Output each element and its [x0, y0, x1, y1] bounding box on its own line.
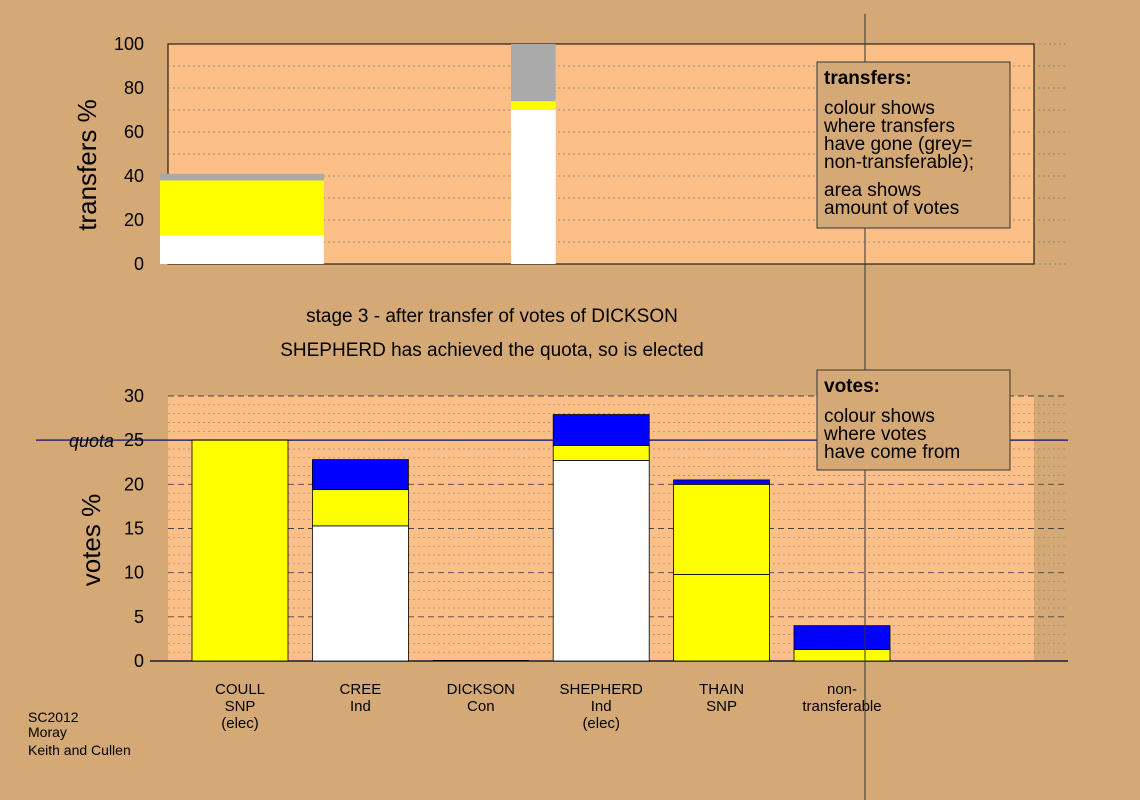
transfers-legend-line3: have gone (grey=: [824, 134, 972, 155]
transfer-bar-0-segment-0: [160, 235, 324, 264]
votes-y-ticks: 0 5 10 15 20 25 30: [124, 386, 144, 671]
votes-bar-3-segment-0: [552, 460, 650, 662]
votes-bar-4-segment-1: [673, 483, 770, 575]
votes-y-tick-label: 20: [124, 474, 144, 494]
transfers-y-tick-label: 20: [124, 210, 144, 230]
quota-label: quota: [69, 431, 114, 451]
category-label: Ind: [591, 698, 612, 715]
transfers-y-tick-label: 40: [124, 166, 144, 186]
transfer-bar-0-segment-1: [160, 180, 324, 236]
votes-y-tick-label: 30: [124, 386, 144, 406]
votes-bar-3-segment-2: [552, 414, 650, 446]
votes-bar-1-segment-1: [311, 489, 409, 527]
category-label: transferable: [802, 698, 881, 715]
source-line2: Moray: [28, 724, 67, 740]
source-line1: SC2012: [28, 709, 79, 725]
votes-bar-1-segment-2: [311, 459, 409, 491]
votes-legend-line2: where votes: [823, 424, 926, 445]
votes-bar-4-segment-2: [673, 479, 770, 485]
votes-bar-2-empty: [432, 660, 529, 661]
votes-legend-line1: colour shows: [824, 406, 935, 427]
stage-caption-line1: stage 3 - after transfer of votes of DIC…: [306, 306, 678, 327]
votes-category-labels: COULLSNP(elec)CREEIndDICKSONConSHEPHERDI…: [215, 681, 882, 732]
votes-y-tick-label: 0: [134, 651, 144, 671]
transfers-y-axis-title: transfers %: [72, 99, 102, 231]
transfers-legend-line1: colour shows: [824, 98, 935, 119]
transfers-legend-line4: non-transferable);: [824, 152, 974, 173]
category-label: SHEPHERD: [560, 681, 644, 698]
category-label: non-: [827, 681, 857, 698]
votes-y-tick-label: 5: [134, 607, 144, 627]
votes-bar-0-segment-0: [191, 439, 289, 662]
stage-caption-line2: SHEPHERD has achieved the quota, so is e…: [280, 340, 704, 361]
votes-bar-5-segment-1: [793, 625, 891, 650]
transfers-y-tick-label: 80: [124, 78, 144, 98]
votes-bar-3-segment-1: [552, 445, 650, 461]
transfer-bar-1-segment-0: [511, 110, 556, 264]
transfers-y-tick-label: 100: [114, 34, 144, 54]
transfers-y-tick-label: 0: [134, 254, 144, 274]
transfers-legend-box: transfers: colour shows where transfers …: [816, 61, 1011, 229]
category-label: THAIN: [699, 681, 744, 698]
votes-bar-4-segment-0: [673, 574, 770, 662]
votes-bar-1-segment-0: [311, 525, 409, 662]
source-line3: Keith and Cullen: [28, 742, 131, 758]
transfer-bar-0-segment-2: [160, 173, 324, 181]
votes-legend-line3: have come from: [824, 442, 960, 463]
category-label: CREE: [340, 681, 382, 698]
votes-legend-box: votes: colour shows where votes have com…: [816, 369, 1011, 471]
transfers-legend-line5: area shows: [824, 180, 921, 201]
votes-y-tick-label: 10: [124, 563, 144, 583]
category-label: SNP: [706, 698, 737, 715]
transfers-y-ticks: 0 20 40 60 80 100: [114, 34, 144, 274]
votes-y-tick-label: 25: [124, 430, 144, 450]
category-label: SNP: [225, 698, 256, 715]
category-label: (elec): [582, 715, 620, 732]
category-label: Con: [467, 698, 495, 715]
category-label: (elec): [221, 715, 259, 732]
transfer-bar-1-segment-2: [511, 44, 556, 102]
transfers-legend-line6: amount of votes: [824, 198, 959, 219]
votes-bar-5-segment-0: [793, 649, 891, 662]
transfers-legend-title: transfers:: [824, 68, 912, 89]
transfer-bar-1-segment-1: [511, 101, 556, 110]
category-label: Ind: [350, 698, 371, 715]
transfers-legend-line2: where transfers: [823, 116, 955, 137]
category-label: DICKSON: [447, 681, 515, 698]
transfers-y-tick-label: 60: [124, 122, 144, 142]
votes-y-axis-title: votes %: [76, 494, 106, 587]
transfers-bars: [160, 44, 556, 264]
votes-legend-title: votes:: [824, 376, 880, 397]
category-label: COULL: [215, 681, 265, 698]
votes-bars: [191, 414, 891, 662]
votes-y-tick-label: 15: [124, 519, 144, 539]
